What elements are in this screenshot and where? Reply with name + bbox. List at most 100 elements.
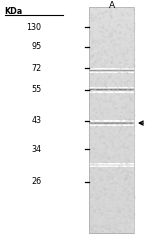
Bar (89, 143, 134, 147)
Bar (89, 222, 134, 226)
Text: 130: 130 (26, 23, 41, 32)
Bar (89, 123, 134, 124)
Bar (89, 122, 134, 123)
Text: KDa: KDa (4, 7, 23, 16)
Bar (89, 105, 134, 109)
Bar (89, 163, 134, 164)
Bar (89, 164, 134, 165)
Bar (89, 226, 134, 230)
Bar (89, 124, 134, 125)
Bar (89, 166, 134, 167)
Bar (89, 121, 134, 122)
Bar (89, 229, 134, 234)
Bar (89, 192, 134, 196)
Bar (89, 165, 134, 166)
Bar (89, 124, 134, 125)
Bar (89, 166, 134, 167)
Bar (89, 121, 134, 122)
Bar (89, 88, 134, 89)
Bar (89, 82, 134, 87)
Bar (89, 45, 134, 49)
Bar (89, 203, 134, 207)
Bar (89, 52, 134, 57)
Bar (89, 69, 134, 70)
Bar (89, 15, 134, 19)
Bar (89, 92, 134, 93)
Bar (89, 121, 134, 122)
Bar (89, 71, 134, 75)
Bar (89, 68, 134, 69)
Bar (89, 109, 134, 113)
Bar (89, 86, 134, 90)
Bar (89, 60, 134, 64)
Bar (89, 72, 134, 73)
Bar (89, 89, 134, 90)
Bar (89, 163, 134, 164)
Bar (89, 135, 134, 139)
Bar (89, 123, 134, 124)
Bar (89, 87, 134, 88)
Bar (89, 7, 134, 233)
Text: 55: 55 (31, 85, 41, 94)
Bar (89, 37, 134, 42)
Bar (89, 113, 134, 117)
Bar (89, 165, 134, 169)
Bar (89, 89, 134, 90)
Bar (89, 71, 134, 72)
Bar (89, 91, 134, 92)
Bar (89, 69, 134, 70)
Bar (89, 7, 134, 11)
Bar (89, 124, 134, 125)
Bar (89, 165, 134, 166)
Text: 43: 43 (31, 116, 41, 125)
Bar (89, 154, 134, 158)
Bar (89, 89, 134, 90)
Bar (89, 69, 134, 70)
Bar (89, 11, 134, 15)
Bar (89, 71, 134, 72)
Text: 34: 34 (31, 145, 41, 154)
Bar (89, 49, 134, 53)
Bar (89, 7, 134, 233)
Bar (89, 56, 134, 60)
Text: 95: 95 (31, 42, 41, 51)
Text: 26: 26 (31, 177, 41, 186)
Bar (89, 33, 134, 38)
Bar (89, 124, 134, 128)
Bar (89, 196, 134, 200)
Bar (89, 72, 134, 73)
Bar (89, 67, 134, 72)
Bar (89, 91, 134, 92)
Bar (89, 164, 134, 165)
Bar (89, 120, 134, 124)
Text: 72: 72 (31, 64, 41, 73)
Bar (89, 207, 134, 211)
Bar (89, 71, 134, 72)
Bar (89, 122, 134, 123)
Bar (89, 79, 134, 83)
Bar (89, 139, 134, 143)
Bar (89, 128, 134, 132)
Bar (89, 163, 134, 164)
Bar (89, 173, 134, 177)
Bar (89, 120, 134, 121)
Bar (89, 68, 134, 69)
Bar (89, 26, 134, 30)
Bar (89, 64, 134, 68)
Bar (89, 98, 134, 102)
Bar (89, 68, 134, 69)
Bar (89, 18, 134, 23)
Bar (89, 158, 134, 162)
Bar (89, 164, 134, 165)
Bar (89, 188, 134, 192)
Bar (89, 70, 134, 71)
Bar (89, 165, 134, 166)
Bar (89, 125, 134, 126)
Bar (89, 122, 134, 123)
Bar (89, 30, 134, 34)
Bar (89, 90, 134, 91)
Bar (89, 184, 134, 188)
Bar (89, 214, 134, 218)
Bar (89, 94, 134, 98)
Bar (89, 166, 134, 167)
